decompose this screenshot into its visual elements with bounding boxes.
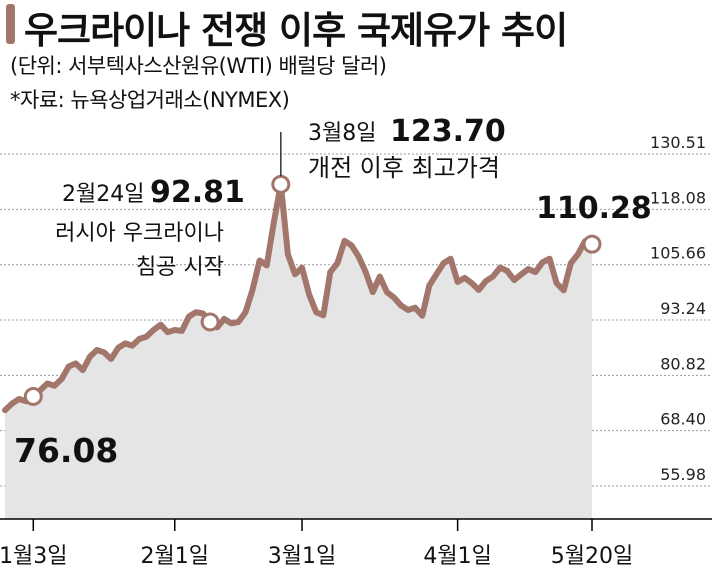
x-tick-label: 5월20일 xyxy=(551,544,633,569)
annotation-mar8-note: 개전 이후 최고가격 xyxy=(308,154,500,182)
annotation-feb24-date: 2월24일 xyxy=(62,182,144,207)
source-note: *자료: 뉴욕상업거래소(NYMEX) xyxy=(10,88,290,112)
annotation-feb24-note-line1: 러시아 우크라이나 xyxy=(55,221,224,246)
y-tick-label: 68.40 xyxy=(660,410,706,429)
annotation-feb24-value: 92.81 xyxy=(150,175,245,210)
annotation-mar8-value: 123.70 xyxy=(390,114,506,149)
marker-feb24 xyxy=(200,312,220,332)
x-tick-label: 1월3일 xyxy=(0,544,68,569)
marker-last xyxy=(582,234,602,254)
y-tick-label: 80.82 xyxy=(660,354,706,373)
x-tick-label: 3월1일 xyxy=(268,544,336,569)
y-axis-ticks: 130.51 118.08 105.66 93.24 80.82 68.40 55.98 xyxy=(650,133,706,484)
area-fill xyxy=(5,184,592,520)
y-tick-label: 130.51 xyxy=(650,133,706,152)
annotation-feb24-note-line2: 침공 시작 xyxy=(136,255,224,280)
x-tick-label: 2월1일 xyxy=(140,544,208,569)
chart-title: 우크라이나 전쟁 이후 국제유가 추이 xyxy=(24,9,568,52)
annotation-mar8-date: 3월8일 xyxy=(308,121,376,146)
annotation-last-value: 110.28 xyxy=(536,191,652,226)
y-tick-label: 105.66 xyxy=(650,244,706,263)
y-tick-label: 55.98 xyxy=(660,465,706,484)
y-tick-label: 93.24 xyxy=(660,299,706,318)
x-tick-label: 4월1일 xyxy=(423,544,491,569)
price-line xyxy=(2,181,595,414)
annotation-jan3-value: 76.08 xyxy=(14,431,118,470)
x-axis-ticks: 1월3일 2월1일 3월1일 4월1일 5월20일 xyxy=(0,519,633,569)
y-tick-label: 118.08 xyxy=(650,188,706,207)
marker-mar8 xyxy=(271,174,291,194)
title-accent-bar xyxy=(6,4,15,44)
unit-note: (단위: 서부텍사스산원유(WTI) 배럴당 달러) xyxy=(10,54,387,78)
highlight-markers xyxy=(23,132,602,406)
marker-jan3 xyxy=(23,386,43,406)
